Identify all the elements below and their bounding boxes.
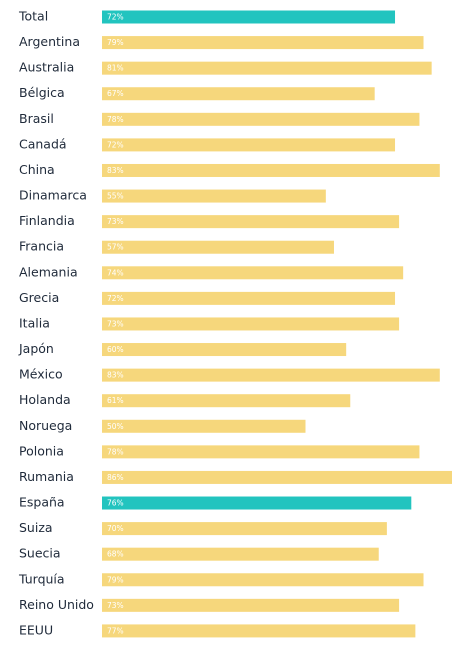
bar: [102, 266, 404, 280]
value-label: 73%: [107, 217, 124, 226]
value-label: 77%: [107, 626, 124, 635]
bar: [102, 291, 396, 305]
category-label: China: [19, 162, 55, 177]
category-label: Finlandia: [19, 213, 75, 228]
value-label: 83%: [107, 166, 124, 175]
category-label: Brasil: [19, 111, 54, 126]
value-label: 55%: [107, 192, 124, 201]
value-label: 73%: [107, 319, 124, 328]
value-label: 72%: [107, 140, 124, 149]
value-label: 79%: [107, 38, 124, 47]
bar: [102, 317, 400, 331]
bar: [102, 138, 396, 152]
value-label: 74%: [107, 268, 124, 277]
value-label: 76%: [107, 499, 124, 508]
value-label: 86%: [107, 473, 124, 482]
bar: [102, 445, 420, 459]
bar: [102, 240, 334, 254]
category-label: Reino Unido: [19, 597, 94, 612]
bar: [102, 36, 424, 50]
category-label: Total: [18, 9, 48, 24]
value-label: 73%: [107, 601, 124, 610]
category-label: Turquía: [18, 571, 65, 586]
value-label: 70%: [107, 524, 124, 533]
bar: [102, 112, 420, 126]
category-label: Polonia: [19, 443, 64, 458]
category-label: Suecia: [19, 546, 61, 561]
category-label: Noruega: [19, 418, 72, 433]
category-label: Dinamarca: [19, 188, 87, 203]
value-label: 78%: [107, 447, 124, 456]
value-label: 60%: [107, 345, 124, 354]
value-label: 79%: [107, 575, 124, 584]
category-label: España: [19, 495, 65, 510]
value-label: 81%: [107, 64, 124, 73]
category-label: Australia: [19, 60, 74, 75]
category-label: Japón: [18, 341, 54, 356]
bar: [102, 10, 396, 24]
bar: [102, 61, 432, 75]
bar: [102, 163, 440, 177]
bar: [102, 496, 412, 510]
category-label: Argentina: [19, 34, 80, 49]
category-label: Bélgica: [19, 85, 65, 100]
bar: [102, 189, 326, 203]
bar: [102, 419, 306, 433]
category-label: Holanda: [19, 392, 71, 407]
category-label: Canadá: [19, 136, 67, 151]
value-label: 67%: [107, 89, 124, 98]
bar: [102, 470, 452, 484]
value-label: 72%: [107, 13, 124, 22]
bar: [102, 573, 424, 587]
category-label: Francia: [19, 239, 64, 254]
value-label: 72%: [107, 294, 124, 303]
category-label: México: [19, 367, 63, 382]
value-label: 50%: [107, 422, 124, 431]
bar: [102, 368, 440, 382]
value-label: 78%: [107, 115, 124, 124]
category-label: Alemania: [19, 264, 78, 279]
value-label: 83%: [107, 371, 124, 380]
bar: [102, 522, 387, 536]
bar: [102, 215, 400, 229]
bar: [102, 598, 400, 612]
bar: [102, 624, 416, 638]
category-label: Suiza: [19, 520, 53, 535]
category-label: Italia: [19, 315, 50, 330]
bar: [102, 343, 347, 357]
bar: [102, 394, 351, 408]
bar: [102, 547, 379, 561]
category-label: Rumania: [19, 469, 74, 484]
category-label: EEUU: [19, 622, 53, 637]
value-label: 68%: [107, 550, 124, 559]
value-label: 57%: [107, 243, 124, 252]
category-label: Grecia: [19, 290, 59, 305]
bar: [102, 87, 375, 101]
value-label: 61%: [107, 396, 124, 405]
